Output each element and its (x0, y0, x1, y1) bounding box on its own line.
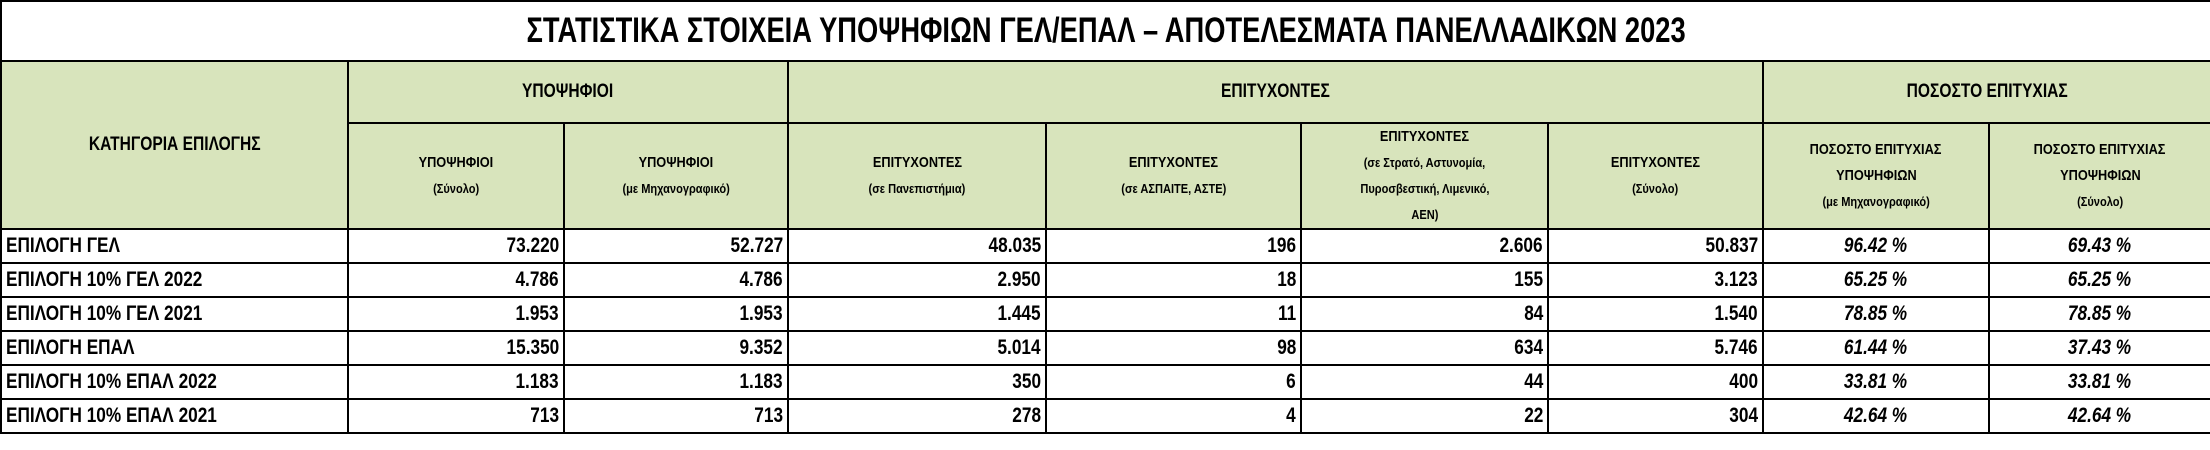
cell: 50.837 (1547, 228, 1764, 264)
cell: 400 (1547, 364, 1764, 400)
cell: 4 (1045, 398, 1302, 434)
cell: 1.183 (563, 364, 789, 400)
row-label: ΕΠΙΛΟΓΗ 10% ΕΠΑΛ 2021 (0, 398, 349, 434)
row-label: ΕΠΙΛΟΓΗ 10% ΓΕΛ 2021 (0, 296, 349, 332)
column-header-line: ΕΠΙΤΥΧΟΝΤΕΣ (1610, 154, 1701, 171)
cell: 1.540 (1547, 296, 1764, 332)
cell: 3.123 (1547, 262, 1764, 298)
cell: 5.746 (1547, 330, 1764, 366)
cell: 22 (1300, 398, 1549, 434)
cell: 98 (1045, 330, 1302, 366)
column-header: ΠΟΣΟΣΤΟ ΕΠΙΤΥΧΙΑΣ ΥΠΟΨΗΦΙΩΝ (Σύνολο) (1987, 122, 2210, 230)
column-header-line: (με Μηχανογραφικό) (1822, 194, 1930, 209)
column-header-line: (Σύνολο) (2076, 194, 2124, 209)
cell: 11 (1045, 296, 1302, 332)
cell: 350 (787, 364, 1047, 400)
column-header-line: ΠΟΣΟΣΤΟ ΕΠΙΤΥΧΙΑΣ (2034, 141, 2166, 158)
cell: 4.786 (563, 262, 789, 298)
cell: 42.64 % (1987, 398, 2210, 434)
cell: 2.606 (1300, 228, 1549, 264)
cell: 6 (1045, 364, 1302, 400)
table-row: ΕΠΙΛΟΓΗ 10% ΕΠΑΛ 2022 1.183 1.183 350 6 44 400… (0, 364, 2210, 400)
cell: 278 (787, 398, 1047, 434)
cell: 78.85 % (1987, 296, 2210, 332)
column-header-line: ΥΠΟΨΗΦΙΩΝ (2059, 167, 2141, 184)
column-header: ΕΠΙΤΥΧΟΝΤΕΣ (Σύνολο) (1547, 122, 1764, 230)
column-header-line: ΕΠΙΤΥΧΟΝΤΕΣ (1379, 128, 1470, 145)
column-header-line: ΕΠΙΤΥΧΟΝΤΕΣ (872, 154, 962, 171)
cell: 52.727 (563, 228, 789, 264)
row-label: ΕΠΙΛΟΓΗ ΕΠΑΛ (0, 330, 349, 366)
column-header: ΥΠΟΨΗΦΙΟΙ (με Μηχανογραφικό) (563, 122, 789, 230)
column-header-line: ΥΠΟΨΗΦΙΟΙ (418, 154, 494, 171)
cell: 1.953 (347, 296, 565, 332)
column-header-line: ΕΠΙΤΥΧΟΝΤΕΣ (1128, 154, 1219, 171)
column-header: ΕΠΙΤΥΧΟΝΤΕΣ (σε Πανεπιστήμια) (787, 122, 1047, 230)
column-header-line: ΠΟΣΟΣΤΟ ΕΠΙΤΥΧΙΑΣ (1810, 141, 1942, 158)
cell: 73.220 (347, 228, 565, 264)
column-header: ΠΟΣΟΣΤΟ ΕΠΙΤΥΧΙΑΣ ΥΠΟΨΗΦΙΩΝ (με Μηχανογραφ… (1762, 122, 1990, 230)
table-row: ΕΠΙΛΟΓΗ 10% ΓΕΛ 2021 1.953 1.953 1.445 11 84 1… (0, 296, 2210, 332)
column-header-line: (σε Στρατό, Αστυνομία, (1363, 155, 1486, 170)
cell: 713 (347, 398, 565, 434)
row-label: ΕΠΙΛΟΓΗ 10% ΓΕΛ 2022 (0, 262, 349, 298)
cell: 42.64 % (1762, 398, 1990, 434)
cell: 5.014 (787, 330, 1047, 366)
column-header-line: (με Μηχανογραφικό) (622, 181, 730, 196)
column-header-line: ΥΠΟΨΗΦΙΟΙ (638, 154, 714, 171)
cell: 61.44 % (1762, 330, 1990, 366)
header-category: ΚΑΤΗΓΟΡΙΑ ΕΠΙΛΟΓΗΣ (0, 60, 349, 230)
cell: 33.81 % (1762, 364, 1990, 400)
cell: 155 (1300, 262, 1549, 298)
column-header-line: ΑΕΝ) (1410, 207, 1439, 222)
column-header-line: Πυροσβεστική, Λιμενικό, (1359, 181, 1490, 196)
group-candidates: ΥΠΟΨΗΦΙΟΙ (347, 60, 789, 124)
table-title: ΣΤΑΤΙΣΤΙΚΑ ΣΤΟΙΧΕΙΑ ΥΠΟΨΗΦΙΩΝ ΓΕΛ/ΕΠΑΛ –… (0, 0, 2210, 62)
cell: 37.43 % (1987, 330, 2210, 366)
row-label: ΕΠΙΛΟΓΗ 10% ΕΠΑΛ 2022 (0, 364, 349, 400)
table-row: ΕΠΙΛΟΓΗ 10% ΓΕΛ 2022 4.786 4.786 2.950 18 155… (0, 262, 2210, 298)
cell: 33.81 % (1987, 364, 2210, 400)
cell: 1.953 (563, 296, 789, 332)
table-row: ΕΠΙΛΟΓΗ 10% ΕΠΑΛ 2021 713 713 278 4 22 304 42.6… (0, 398, 2210, 434)
cell: 65.25 % (1987, 262, 2210, 298)
results-table: ΣΤΑΤΙΣΤΙΚΑ ΣΤΟΙΧΕΙΑ ΥΠΟΨΗΦΙΩΝ ΓΕΛ/ΕΠΑΛ –… (0, 0, 2210, 434)
column-header: ΕΠΙΤΥΧΟΝΤΕΣ (σε ΑΣΠΑΙΤΕ, ΑΣΤΕ) (1045, 122, 1302, 230)
cell: 44 (1300, 364, 1549, 400)
cell: 96.42 % (1762, 228, 1990, 264)
cell: 9.352 (563, 330, 789, 366)
column-header-line: (σε ΑΣΠΑΙΤΕ, ΑΣΤΕ) (1120, 181, 1227, 196)
group-successful: ΕΠΙΤΥΧΟΝΤΕΣ (787, 60, 1764, 124)
cell: 713 (563, 398, 789, 434)
cell: 84 (1300, 296, 1549, 332)
table-row: ΕΠΙΛΟΓΗ ΕΠΑΛ 15.350 9.352 5.014 98 634 5.746 61… (0, 330, 2210, 366)
group-success-rate: ΠΟΣΟΣΤΟ ΕΠΙΤΥΧΙΑΣ (1761, 60, 2210, 124)
cell: 48.035 (787, 228, 1047, 264)
column-header-line: (σε Πανεπιστήμια) (868, 181, 966, 196)
column-header-line: (Σύνολο) (432, 181, 480, 196)
column-header: ΕΠΙΤΥΧΟΝΤΕΣ (σε Στρατό, Αστυνομία, Πυροσβε… (1300, 122, 1549, 230)
cell: 196 (1045, 228, 1302, 264)
row-label: ΕΠΙΛΟΓΗ ΓΕΛ (0, 228, 349, 264)
cell: 1.183 (347, 364, 565, 400)
cell: 4.786 (347, 262, 565, 298)
column-header-line: (Σύνολο) (1632, 181, 1679, 196)
cell: 1.445 (787, 296, 1047, 332)
cell: 69.43 % (1987, 228, 2210, 264)
cell: 304 (1547, 398, 1764, 434)
column-header: ΥΠΟΨΗΦΙΟΙ (Σύνολο) (347, 122, 565, 230)
column-header-line: ΥΠΟΨΗΦΙΩΝ (1835, 167, 1917, 184)
cell: 18 (1045, 262, 1302, 298)
cell: 634 (1300, 330, 1549, 366)
cell: 65.25 % (1762, 262, 1990, 298)
table-row: ΕΠΙΛΟΓΗ ΓΕΛ 73.220 52.727 48.035 196 2.606 50.… (0, 228, 2210, 264)
cell: 78.85 % (1762, 296, 1990, 332)
cell: 2.950 (787, 262, 1047, 298)
cell: 15.350 (347, 330, 565, 366)
